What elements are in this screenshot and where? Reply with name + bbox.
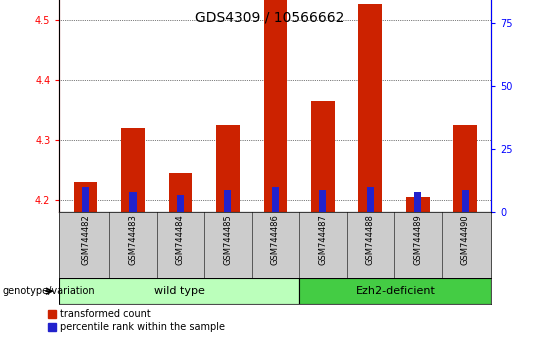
Text: GSM744482: GSM744482 xyxy=(81,215,90,265)
Bar xyxy=(121,128,145,212)
Text: GSM744483: GSM744483 xyxy=(129,215,138,265)
Bar xyxy=(359,5,382,212)
Bar xyxy=(454,125,477,212)
Bar xyxy=(462,190,469,212)
Bar xyxy=(130,192,137,212)
Bar xyxy=(414,192,421,212)
Bar xyxy=(59,278,299,304)
Bar xyxy=(82,187,89,212)
Bar xyxy=(264,0,287,212)
Bar xyxy=(224,190,232,212)
Text: GSM744485: GSM744485 xyxy=(224,215,232,265)
Bar xyxy=(177,195,184,212)
Text: GSM744484: GSM744484 xyxy=(176,215,185,265)
Text: GSM744486: GSM744486 xyxy=(271,215,280,265)
Bar xyxy=(299,278,491,304)
Text: GDS4309 / 10566662: GDS4309 / 10566662 xyxy=(195,11,345,25)
Bar xyxy=(319,190,327,212)
Bar xyxy=(406,197,430,212)
Text: wild type: wild type xyxy=(154,286,205,296)
Text: genotype/variation: genotype/variation xyxy=(3,286,96,296)
Bar xyxy=(311,101,335,212)
Text: Ezh2-deficient: Ezh2-deficient xyxy=(355,286,435,296)
Bar xyxy=(367,187,374,212)
Text: GSM744489: GSM744489 xyxy=(413,215,422,265)
Text: GSM744488: GSM744488 xyxy=(366,215,375,265)
Bar xyxy=(272,187,279,212)
Bar xyxy=(168,173,192,212)
Text: GSM744487: GSM744487 xyxy=(319,215,327,265)
Legend: transformed count, percentile rank within the sample: transformed count, percentile rank withi… xyxy=(48,309,225,332)
Text: GSM744490: GSM744490 xyxy=(461,215,470,265)
Bar xyxy=(216,125,240,212)
Bar xyxy=(73,182,97,212)
